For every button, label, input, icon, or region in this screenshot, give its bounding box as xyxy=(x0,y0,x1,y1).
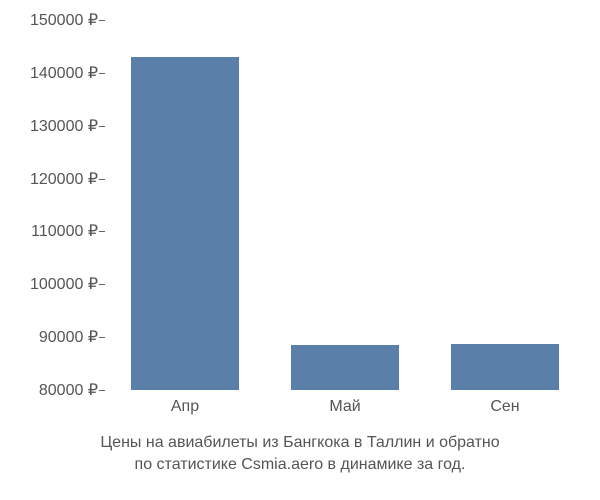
y-tick-label: 120000 ₽ xyxy=(30,169,98,189)
y-tick xyxy=(99,337,105,338)
x-tick-label: Сен xyxy=(490,398,519,416)
y-tick-label: 90000 ₽ xyxy=(39,327,98,347)
y-tick xyxy=(99,284,105,285)
y-tick-label: 110000 ₽ xyxy=(31,221,98,241)
bar xyxy=(131,57,240,390)
caption-line-1: Цены на авиабилеты из Бангкока в Таллин … xyxy=(100,434,499,451)
x-tick-label: Май xyxy=(329,398,360,416)
y-tick xyxy=(99,390,105,391)
y-tick xyxy=(99,179,105,180)
plot-area xyxy=(105,20,585,390)
y-tick-label: 140000 ₽ xyxy=(30,63,98,83)
y-tick xyxy=(99,231,105,232)
x-tick-label: Апр xyxy=(171,398,199,416)
y-tick xyxy=(99,20,105,21)
y-tick-label: 80000 ₽ xyxy=(39,380,98,400)
y-tick-label: 130000 ₽ xyxy=(30,116,98,136)
price-chart: Цены на авиабилеты из Бангкока в Таллин … xyxy=(0,0,600,500)
y-tick xyxy=(99,73,105,74)
chart-caption: Цены на авиабилеты из Бангкока в Таллин … xyxy=(0,432,600,475)
y-tick xyxy=(99,126,105,127)
caption-line-2: по статистике Csmia.aero в динамике за г… xyxy=(135,456,466,473)
bar xyxy=(291,345,400,390)
y-tick-label: 150000 ₽ xyxy=(30,10,98,30)
bar xyxy=(451,344,560,391)
y-tick-label: 100000 ₽ xyxy=(30,274,98,294)
